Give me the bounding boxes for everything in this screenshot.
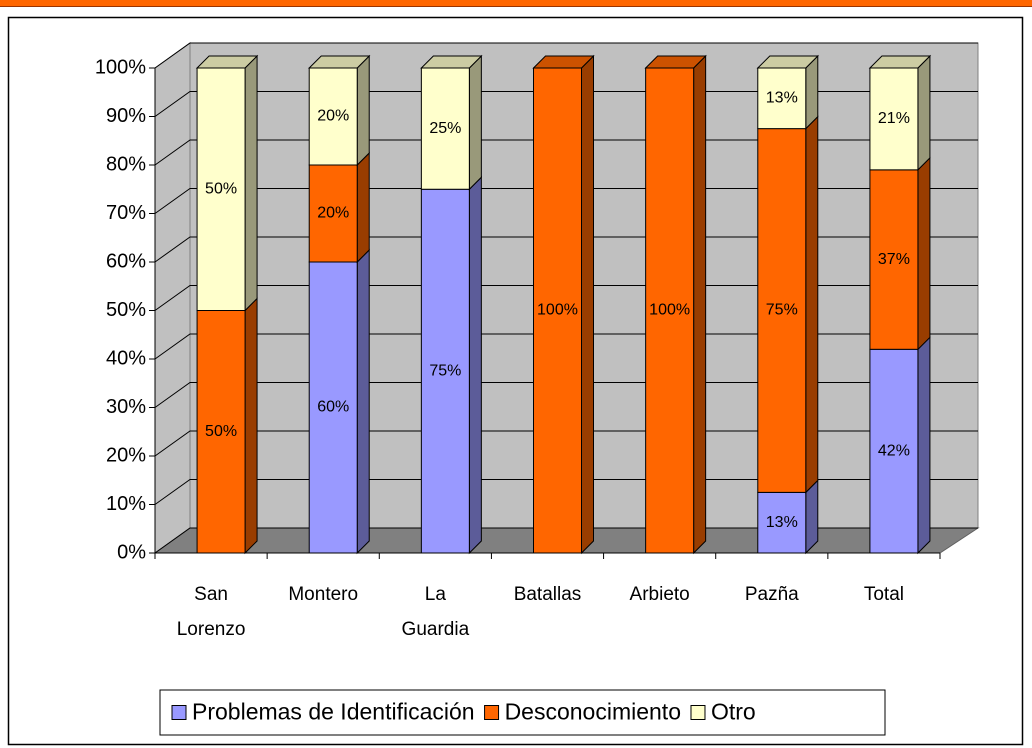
bar-segment xyxy=(757,491,807,554)
bar-top xyxy=(756,55,819,69)
bar-side xyxy=(356,54,370,167)
bar-side xyxy=(917,54,931,172)
x-tick-label: La Guardia xyxy=(402,584,470,640)
x-tick-label: Batallas xyxy=(514,584,582,605)
bar-side xyxy=(244,54,258,312)
legend-swatch xyxy=(484,705,500,720)
bar-segment xyxy=(308,164,358,263)
bar-side xyxy=(356,151,370,264)
data-label: 37% xyxy=(878,251,910,268)
top-band xyxy=(0,0,1032,6)
data-label: 75% xyxy=(766,302,798,319)
x-tick-label: Montero xyxy=(288,584,358,605)
bar-top xyxy=(532,55,595,69)
bar-top xyxy=(308,55,371,69)
bar-segment xyxy=(645,67,695,554)
bar-segment xyxy=(869,348,919,554)
data-label: 50% xyxy=(205,423,237,440)
bar-side xyxy=(468,54,482,191)
bar-top xyxy=(644,55,707,69)
grid-line xyxy=(154,236,978,263)
data-label: 60% xyxy=(317,399,349,416)
grid-line xyxy=(154,382,978,408)
bar-side xyxy=(805,115,819,494)
data-label: 21% xyxy=(878,110,910,127)
bar-top xyxy=(868,55,932,69)
legend-label: Otro xyxy=(711,699,756,725)
data-label: 13% xyxy=(766,514,798,531)
bar-top xyxy=(420,55,483,69)
y-tick-label: 30% xyxy=(106,396,146,418)
data-label: 13% xyxy=(766,90,798,107)
bar-segment xyxy=(308,261,358,554)
data-label: 20% xyxy=(317,205,349,222)
bar-segment xyxy=(420,188,470,554)
x-tick-label: Pazña xyxy=(745,584,799,605)
grid-line xyxy=(154,479,978,505)
y-tick-label: 100% xyxy=(95,56,146,78)
bar-side xyxy=(693,54,707,555)
grid-line xyxy=(154,527,978,554)
data-label: 50% xyxy=(205,180,237,197)
bar-side xyxy=(356,248,370,555)
bar-segment xyxy=(757,67,807,130)
bar-segment xyxy=(420,67,470,190)
bar-segment xyxy=(196,310,246,554)
legend-label: Desconocimiento xyxy=(505,699,681,725)
x-tick-label: Arbieto xyxy=(630,584,690,605)
data-label: 20% xyxy=(317,108,349,125)
y-tick-label: 80% xyxy=(106,153,146,175)
data-label: 25% xyxy=(429,120,461,137)
legend-box xyxy=(159,689,886,736)
grid-line xyxy=(154,188,978,214)
legend-label: Problemas de Identificación xyxy=(192,699,475,725)
bar-top xyxy=(195,55,259,69)
legend-swatch xyxy=(690,705,706,720)
bar-segment xyxy=(196,67,246,311)
legend-swatch xyxy=(171,705,187,720)
data-label: 75% xyxy=(429,362,461,379)
grid-line xyxy=(154,139,978,166)
bar-segment xyxy=(869,169,919,350)
y-tick-label: 90% xyxy=(106,105,146,127)
bar-side xyxy=(468,176,482,555)
bar-side xyxy=(581,54,594,555)
bar-side xyxy=(244,297,258,555)
data-label: 42% xyxy=(878,442,910,459)
bar-side xyxy=(917,336,931,555)
y-tick-label: 70% xyxy=(106,202,146,224)
grid-line xyxy=(154,285,978,311)
y-tick-label: 10% xyxy=(106,493,146,515)
grid-line xyxy=(154,42,978,69)
bar-side xyxy=(917,156,931,351)
y-tick-label: 40% xyxy=(106,347,146,369)
y-tick-label: 0% xyxy=(117,541,146,563)
grid-line xyxy=(154,430,978,457)
data-label: 100% xyxy=(649,302,690,319)
y-tick-label: 20% xyxy=(106,444,146,466)
y-tick-label: 50% xyxy=(106,299,146,321)
y-tick-label: 60% xyxy=(106,250,146,272)
bar-segment xyxy=(757,128,807,493)
grid-line xyxy=(154,91,978,117)
grid-line xyxy=(154,333,978,360)
x-tick-label: Total xyxy=(864,584,904,605)
x-tick-label: San Lorenzo xyxy=(177,584,246,640)
data-label: 100% xyxy=(537,302,578,319)
